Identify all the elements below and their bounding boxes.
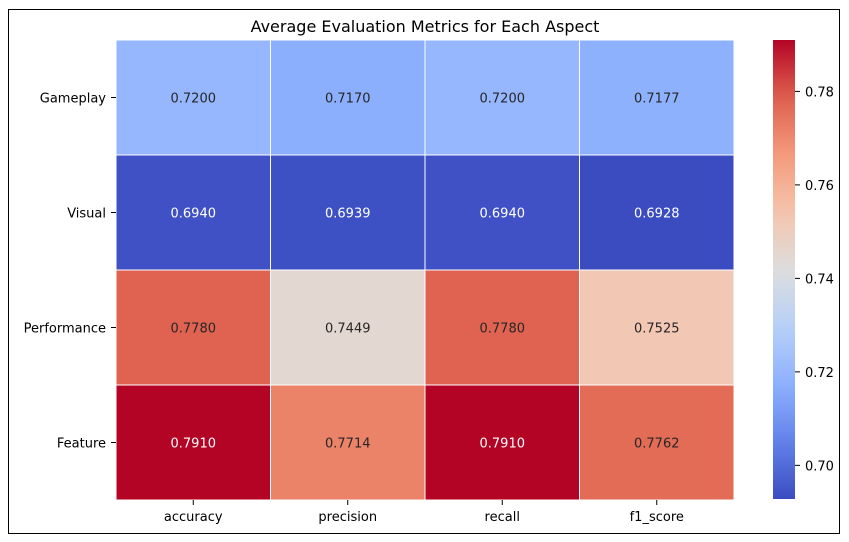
cell-label: 0.7200 bbox=[480, 92, 526, 107]
cell-label: 0.7170 bbox=[325, 92, 371, 107]
cell-label: 0.7449 bbox=[325, 322, 371, 337]
heatmap-cell bbox=[579, 384, 735, 501]
colorbar-tick-label: 0.74 bbox=[805, 272, 834, 287]
heatmap-cell bbox=[270, 39, 426, 156]
cell-label: 0.7910 bbox=[171, 437, 217, 452]
cell-label: 0.7200 bbox=[171, 92, 217, 107]
colorbar-gradient bbox=[773, 40, 795, 499]
heatmap-cell bbox=[424, 39, 580, 156]
heatmap-cell bbox=[270, 154, 426, 271]
colorbar-tick-label: 0.72 bbox=[805, 366, 834, 381]
colorbar: 0.70 0.72 0.74 0.76 0.78 bbox=[773, 40, 834, 499]
heatmap-cell bbox=[424, 269, 580, 386]
heatmap-cell bbox=[579, 154, 735, 271]
cell-label: 0.6928 bbox=[634, 207, 680, 222]
cell-label: 0.6939 bbox=[325, 207, 371, 222]
colorbar-tick-label: 0.76 bbox=[805, 179, 834, 194]
cell-label: 0.7525 bbox=[634, 322, 680, 337]
row-label: Visual bbox=[67, 207, 106, 222]
heatmap-cell bbox=[115, 39, 271, 156]
heatmap-cell bbox=[115, 269, 271, 386]
row-label: Performance bbox=[24, 322, 106, 337]
heatmap-cell bbox=[424, 154, 580, 271]
chart-title: Average Evaluation Metrics for Each Aspe… bbox=[251, 17, 600, 36]
cell-label: 0.7910 bbox=[480, 437, 526, 452]
column-labels: accuracy precision recall f1_score bbox=[164, 500, 684, 525]
column-label: precision bbox=[318, 510, 377, 525]
colorbar-tick-label: 0.70 bbox=[805, 459, 834, 474]
cell-label: 0.7177 bbox=[634, 92, 680, 107]
column-label: f1_score bbox=[630, 510, 684, 525]
colorbar-tick-label: 0.78 bbox=[805, 85, 834, 100]
row-label: Gameplay bbox=[40, 92, 107, 107]
heatmap-cell bbox=[270, 384, 426, 501]
figure-frame bbox=[8, 9, 840, 534]
heatmap-cell bbox=[424, 384, 580, 501]
row-label: Feature bbox=[57, 437, 106, 452]
column-label: accuracy bbox=[164, 510, 223, 525]
heatmap-cell bbox=[270, 269, 426, 386]
cell-label: 0.7780 bbox=[171, 322, 217, 337]
row-labels: Gameplay Visual Performance Feature bbox=[24, 92, 116, 452]
cell-label: 0.6940 bbox=[171, 207, 217, 222]
heatmap-cell bbox=[579, 269, 735, 386]
heatmap-cells: 0.7200 0.7170 0.7200 0.7177 0.6940 0.6939 0.69… bbox=[115, 39, 735, 501]
heatmap-cell bbox=[115, 384, 271, 501]
cell-label: 0.6940 bbox=[480, 207, 526, 222]
heatmap-cell bbox=[579, 39, 735, 156]
cell-label: 0.7714 bbox=[325, 437, 371, 452]
cell-label: 0.7780 bbox=[480, 322, 526, 337]
cell-label: 0.7762 bbox=[634, 437, 680, 452]
column-label: recall bbox=[485, 510, 520, 525]
